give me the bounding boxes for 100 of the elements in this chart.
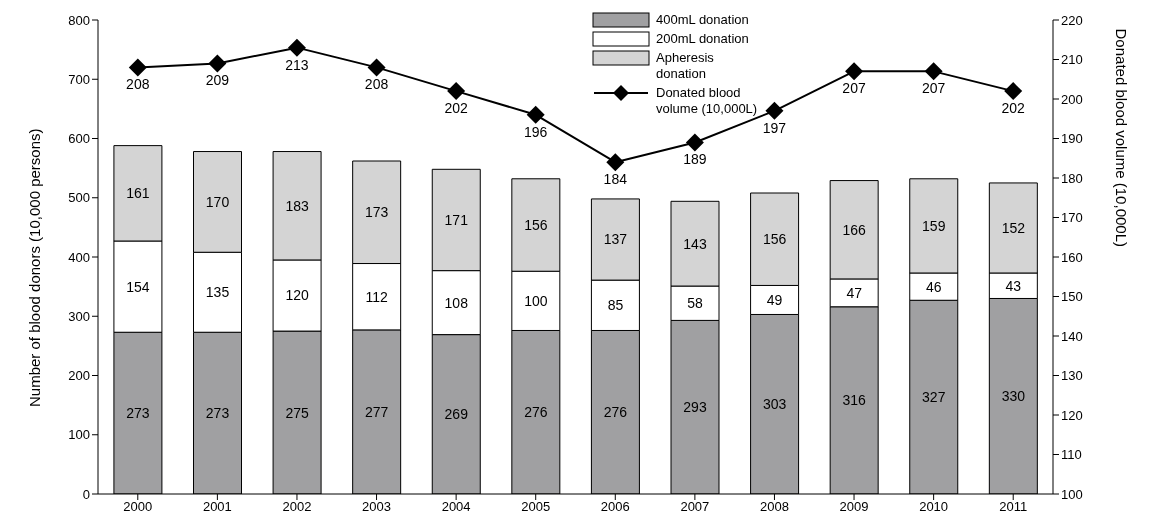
data-label: 156 (524, 216, 548, 233)
data-label: 273 (126, 405, 150, 422)
legend-label: Apheresis donation (656, 50, 715, 82)
data-label: 43 (1005, 277, 1022, 294)
point (685, 133, 704, 152)
y2-tick-label: 100 (1061, 486, 1083, 502)
data-label: 276 (603, 404, 628, 421)
data-label: 184 (603, 171, 628, 188)
data-label: 196 (524, 123, 548, 140)
point (845, 62, 864, 81)
data-label: 208 (364, 76, 389, 93)
data-label: 58 (687, 295, 703, 312)
data-label: 273 (205, 405, 230, 422)
y2-tick-label: 170 (1061, 210, 1083, 226)
data-label: 330 (1001, 388, 1026, 405)
y2-tick-label: 120 (1061, 407, 1083, 423)
data-label: 170 (205, 193, 230, 210)
y-tick-label: 0 (82, 486, 90, 502)
data-label: 173 (364, 204, 389, 221)
y2-tick-label: 150 (1061, 289, 1083, 305)
point (924, 62, 943, 81)
data-label: 207 (921, 80, 946, 97)
x-tick-label: 2007 (680, 499, 710, 515)
data-label: 275 (285, 404, 309, 421)
y-tick-label: 600 (68, 131, 90, 147)
data-label: 207 (842, 80, 866, 97)
data-label: 316 (842, 392, 867, 409)
x-tick-label: 2003 (362, 499, 391, 515)
y-tick-label: 500 (68, 190, 90, 206)
x-tick-label: 2005 (521, 499, 551, 515)
data-label: 293 (683, 399, 707, 416)
point (367, 58, 386, 77)
data-label: 49 (766, 291, 783, 308)
point (128, 58, 147, 77)
x-tick-label: 2009 (839, 499, 869, 515)
data-label: 197 (762, 119, 787, 136)
y2-tick-label: 160 (1061, 249, 1083, 265)
data-label: 202 (444, 100, 469, 117)
point (1004, 82, 1023, 101)
point (765, 101, 784, 120)
y-tick-label: 700 (68, 71, 90, 87)
y-tick-label: 200 (68, 368, 90, 384)
y2-tick-label: 220 (1061, 12, 1083, 28)
data-label: 276 (524, 404, 548, 421)
x-tick-label: 2001 (202, 499, 232, 515)
data-label: 208 (126, 76, 150, 93)
data-label: 183 (285, 197, 309, 214)
legend-label: Donated blood volume (10,000L) (656, 85, 759, 117)
data-label: 85 (607, 297, 624, 314)
y-tick-label: 100 (68, 427, 90, 443)
data-label: 152 (1001, 219, 1026, 236)
x-tick-label: 2011 (999, 499, 1028, 515)
y2-tick-label: 130 (1061, 368, 1083, 384)
data-label: 154 (126, 278, 150, 295)
data-label: 209 (205, 72, 230, 89)
data-label: 156 (762, 231, 787, 248)
data-label: 202 (1001, 100, 1026, 117)
point (526, 105, 545, 124)
y-tick-label: 400 (68, 249, 90, 265)
y-tick-label: 300 (68, 308, 90, 324)
x-tick-label: 2010 (919, 499, 949, 515)
data-label: 100 (524, 292, 548, 309)
data-label: 137 (603, 231, 628, 248)
data-label: 143 (683, 235, 707, 252)
y2-tick-label: 190 (1061, 131, 1083, 147)
data-label: 269 (444, 406, 469, 423)
legend-label: 200mL donation (656, 31, 750, 47)
y2-tick-label: 210 (1061, 52, 1083, 68)
x-tick-label: 2008 (760, 499, 789, 515)
data-label: 159 (922, 217, 946, 234)
y-axis-title: Number of blood donors (10,000 persons) (26, 128, 44, 407)
y2-tick-label: 200 (1061, 91, 1083, 107)
y2-axis-title: Donated blood volume (10,000L) (1112, 28, 1130, 247)
x-tick-label: 2006 (600, 499, 630, 515)
point (208, 54, 227, 73)
y2-tick-label: 110 (1061, 447, 1082, 463)
data-label: 46 (925, 278, 942, 295)
y-tick-label: 800 (68, 12, 90, 28)
data-label: 327 (922, 389, 946, 406)
data-label: 303 (762, 396, 787, 413)
data-label: 277 (364, 403, 389, 420)
x-tick-label: 2002 (282, 499, 312, 515)
data-label: 161 (126, 185, 150, 202)
data-label: 189 (683, 151, 707, 168)
data-label: 112 (365, 288, 389, 305)
data-label: 108 (444, 294, 469, 311)
y2-tick-label: 140 (1061, 328, 1083, 344)
data-label: 171 (444, 211, 469, 228)
point (606, 153, 625, 172)
data-label: 166 (842, 221, 867, 238)
x-tick-label: 2004 (441, 499, 471, 515)
data-label: 47 (846, 284, 863, 301)
y2-tick-label: 180 (1061, 170, 1083, 186)
x-tick-label: 2000 (123, 499, 153, 515)
legend-label: 400mL donation (656, 12, 750, 28)
data-label: 213 (285, 56, 309, 73)
point (287, 38, 306, 57)
point (447, 82, 466, 101)
data-label: 120 (285, 287, 309, 304)
data-label: 135 (205, 284, 230, 301)
